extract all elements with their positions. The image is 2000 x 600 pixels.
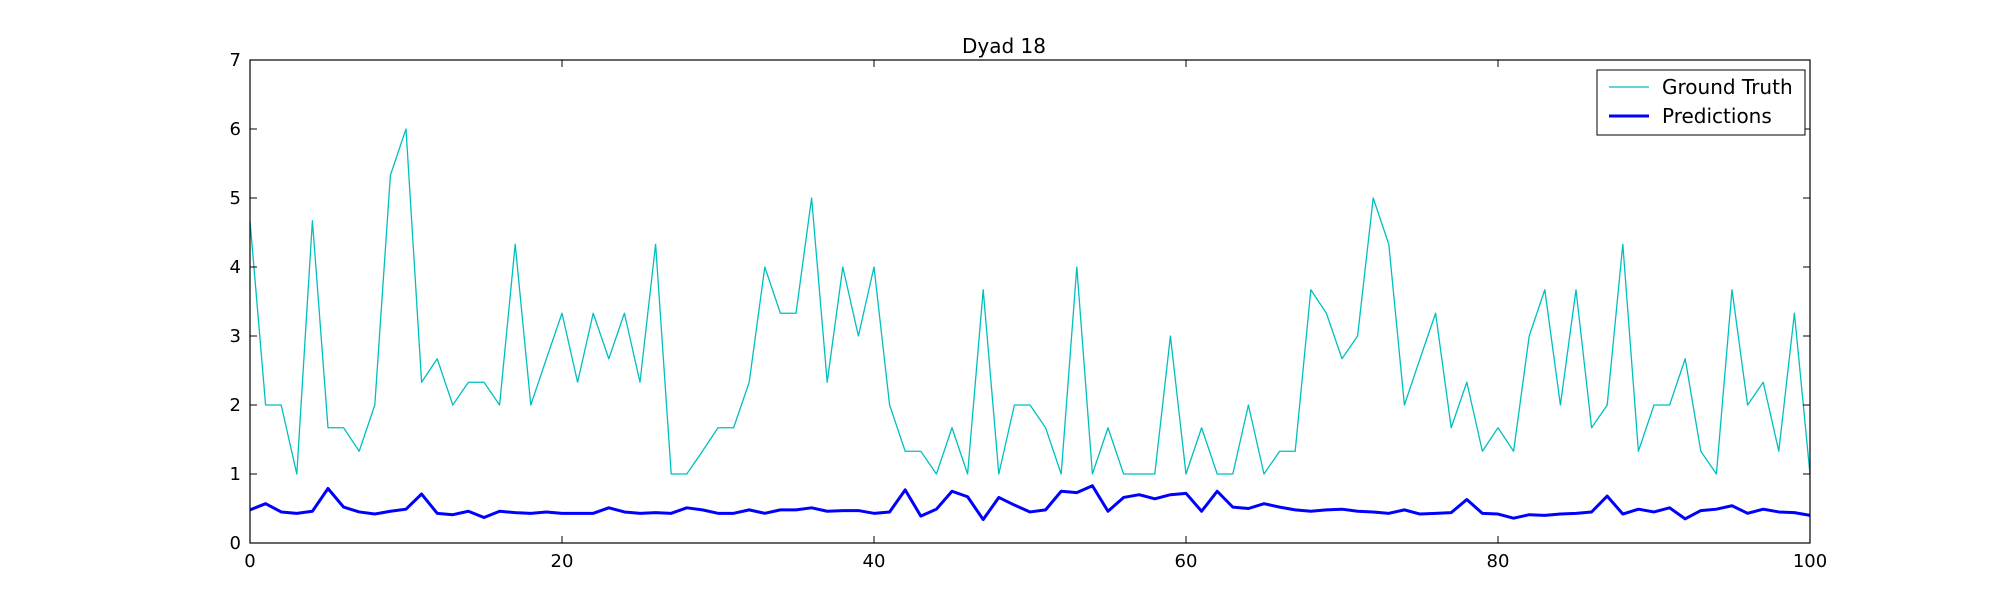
legend-box bbox=[1596, 69, 1806, 136]
series-line-predictions bbox=[249, 484, 1811, 522]
x-tick-label: 100 bbox=[1793, 551, 1827, 572]
series-line-ground-truth bbox=[249, 128, 1811, 475]
y-tick-label: 5 bbox=[230, 188, 241, 209]
y-tick-label: 6 bbox=[230, 119, 241, 140]
plot-area bbox=[249, 128, 1811, 522]
axes: 0 20 40 60 80 100 0 1 2 3 4 5 6 7 bbox=[230, 50, 1828, 572]
y-tick-label: 3 bbox=[230, 326, 241, 347]
legend: Ground Truth Predictions bbox=[1596, 69, 1806, 136]
x-tick-label: 40 bbox=[863, 551, 886, 572]
x-tick-label: 80 bbox=[1487, 551, 1510, 572]
legend-label: Ground Truth bbox=[1662, 75, 1793, 99]
x-tick-label: 60 bbox=[1175, 551, 1198, 572]
plot-frame bbox=[249, 59, 1811, 544]
chart-title: Dyad 18 bbox=[962, 34, 1046, 58]
y-tick-label: 1 bbox=[230, 464, 241, 485]
x-tick-label: 20 bbox=[551, 551, 574, 572]
y-tick-label: 4 bbox=[230, 257, 241, 278]
y-tick-label: 0 bbox=[230, 533, 241, 554]
y-tick-label: 7 bbox=[230, 50, 241, 71]
legend-label: Predictions bbox=[1662, 104, 1772, 128]
x-tick-label: 0 bbox=[244, 551, 255, 572]
y-tick-label: 2 bbox=[230, 395, 241, 416]
